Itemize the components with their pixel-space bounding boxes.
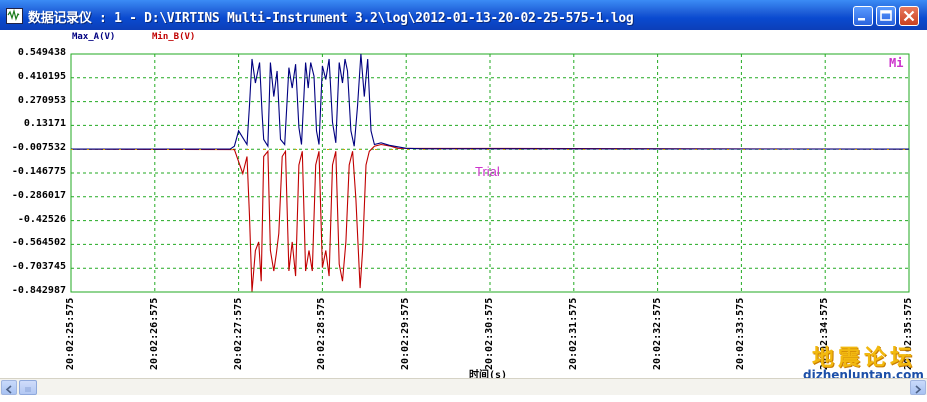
series-line-min-b-v- [70,143,910,292]
title-bar[interactable]: 数据记录仪 : 1 - D:\VIRTINS Multi-Instrument … [0,0,927,30]
y-tick-label: -0.146775 [11,166,66,177]
y-tick-label: 0.410195 [17,70,66,82]
maximize-button[interactable] [876,6,896,26]
close-button[interactable] [899,6,919,26]
scroll-right-button[interactable] [910,380,926,395]
maximize-icon [880,10,892,21]
chevron-left-icon [5,385,12,394]
x-axis-title: 时间(s) [469,370,508,381]
y-tick-label: 0.270953 [17,94,66,106]
grip-icon [25,387,31,392]
x-tick-label: 20:02:31:575 [567,297,579,370]
legend-series-0: Max_A(V) [72,32,116,42]
y-tick-label: 0.549438 [17,47,66,58]
chart-area[interactable]: Max_A(V) Min_B(V) 0.549438 0.410195 0.2709… [0,30,927,382]
y-tick-label: -0.842987 [11,285,66,296]
app-icon[interactable] [6,8,23,24]
mi-label: Mi [889,56,904,70]
window-bottom-border [0,395,927,402]
x-tick-label: 20:02:28:575 [316,297,328,370]
y-tick-label: 0.13171 [23,118,66,130]
series-line-max-a-v- [71,53,910,150]
x-tick-label: 20:02:32:575 [651,297,663,370]
scroll-left-button[interactable] [1,380,17,395]
line-chart[interactable] [0,30,927,378]
minimize-button[interactable] [853,6,873,26]
trial-label: Trial [475,164,500,179]
x-tick-label: 20:02:25:575 [65,297,76,370]
x-tick-label: 20:02:33:575 [735,297,747,370]
y-tick-label: -0.703745 [11,261,66,273]
x-tick-label: 20:02:26:575 [148,297,160,370]
y-tick-label: -0.42526 [17,213,66,225]
chevron-right-icon [915,385,922,394]
legend-series-1: Min_B(V) [152,32,196,42]
y-tick-label: -0.286017 [11,189,66,201]
x-tick-label: 20:02:29:575 [400,297,412,370]
x-tick-label: 20:02:27:575 [232,297,244,370]
y-axis-labels: 0.549438 0.410195 0.270953 0.13171 -0.007532… [0,30,66,378]
y-tick-label: -0.564502 [11,237,66,249]
window-title: 数据记录仪 : 1 - D:\VIRTINS Multi-Instrument … [28,11,634,26]
watermark-logo: 地震论坛 [812,345,917,371]
x-tick-label: 20:02:30:575 [484,297,495,370]
scroll-thumb[interactable] [19,380,37,395]
horizontal-scrollbar[interactable] [0,378,927,396]
y-tick-label: -0.007532 [11,142,66,154]
close-icon [903,10,915,22]
minimize-icon [858,18,865,21]
